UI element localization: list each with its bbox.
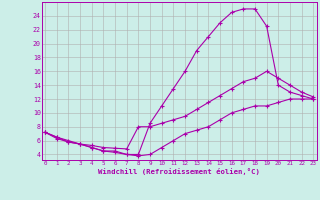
X-axis label: Windchill (Refroidissement éolien,°C): Windchill (Refroidissement éolien,°C) — [98, 168, 260, 175]
